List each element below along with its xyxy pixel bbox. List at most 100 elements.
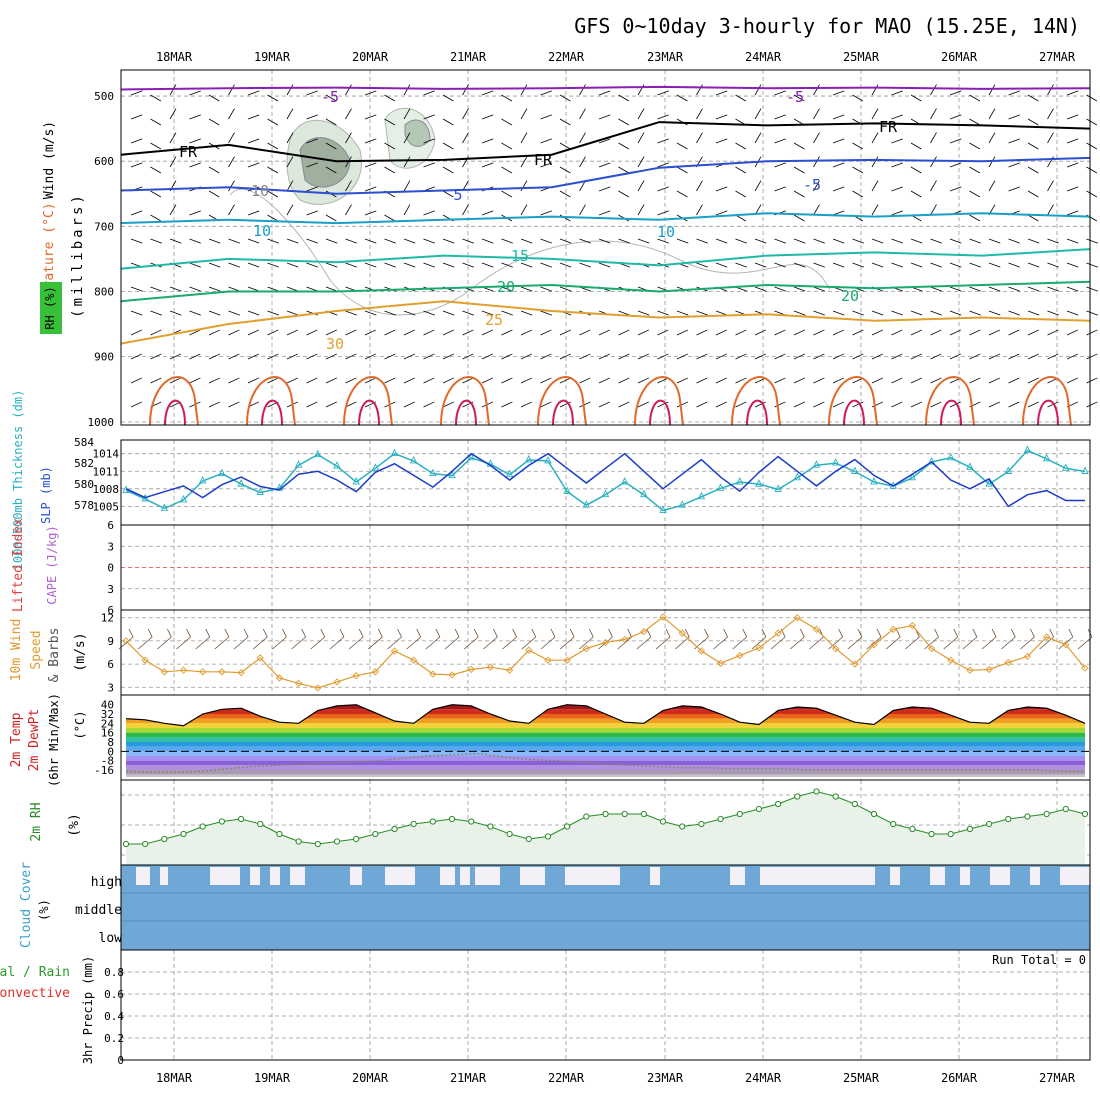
rh-marker: [180, 830, 187, 838]
wind-speed-marker: [889, 625, 897, 633]
wind-barb: [910, 142, 922, 150]
wind-barb: [189, 329, 201, 336]
wind-barb: [189, 90, 201, 96]
rh-marker: [640, 810, 647, 818]
wind-barb: [696, 108, 703, 120]
wind-barb: [520, 310, 533, 316]
wind-barb: [272, 636, 287, 650]
wind-barb: [150, 118, 162, 126]
wind-barb: [793, 329, 806, 336]
wind-barb: [521, 636, 537, 650]
wind-barb: [618, 118, 630, 126]
wind-barb: [949, 329, 962, 336]
wind-barb: [684, 628, 690, 638]
pressure-tick: 500: [94, 90, 114, 103]
wind-barb: [969, 142, 981, 150]
wind-speed-marker: [237, 668, 245, 677]
wind-barb: [462, 262, 474, 268]
wind-barb: [442, 142, 454, 150]
wind-barb: [657, 138, 669, 144]
precip-axis-label: 3hr Precip (mm): [81, 956, 95, 1064]
wind-barb: [189, 262, 201, 268]
wind-barb: [949, 162, 962, 168]
temp-contour-surface: [440, 376, 490, 426]
wind-barb: [696, 204, 703, 216]
wind-barb: [228, 84, 235, 96]
rh-marker: [717, 815, 724, 823]
thickness-marker: [812, 460, 821, 468]
wind-barb: [969, 353, 981, 360]
cloud-gap: [475, 867, 500, 885]
wind-barb: [463, 636, 479, 650]
wind-barb: [832, 90, 845, 96]
cloud-gap: [136, 867, 150, 885]
temp2m-axis-label: 2m Temp: [9, 712, 24, 767]
wind-barb: [949, 138, 962, 144]
wind-speed-marker: [179, 666, 188, 674]
wind-barb: [891, 329, 903, 336]
wind-speed-marker: [582, 644, 590, 653]
rh-marker: [142, 840, 149, 848]
wind-barb: [969, 190, 981, 198]
wind-speed-marker: [160, 668, 168, 676]
wind-speed-marker: [908, 621, 917, 630]
cloud-gap: [520, 867, 545, 885]
wind-barb: [871, 262, 884, 268]
wind-barb: [384, 214, 396, 222]
wind-barb: [832, 353, 845, 360]
wind-barb: [934, 628, 939, 638]
temp-band: [126, 714, 1085, 719]
wind-barb: [150, 353, 162, 360]
rh-area: [404, 119, 431, 147]
wind-barb: [442, 329, 455, 336]
wind-barb: [1008, 329, 1020, 336]
wind-barb: [1086, 94, 1098, 102]
wind-speed-marker: [640, 627, 648, 636]
rh-marker: [353, 835, 360, 843]
wind-barb: [598, 186, 611, 192]
thickness-marker: [851, 466, 859, 474]
rh-marker: [1062, 805, 1069, 813]
wind-barb: [169, 132, 177, 144]
temp-band: [126, 742, 1085, 747]
wind-barb: [325, 238, 338, 244]
wind-barb: [384, 238, 396, 244]
wind-barb: [435, 628, 441, 638]
cloud-low-label: low: [99, 931, 123, 946]
contour-label: 15: [511, 247, 529, 265]
wind-barb: [1066, 286, 1079, 292]
wind-speed-marker: [505, 666, 514, 674]
date-label-top: 19MAR: [254, 50, 291, 64]
wind-barb: [540, 162, 552, 168]
wind-barb: [618, 353, 630, 360]
thickness-marker: [601, 489, 610, 498]
thickness-marker: [659, 505, 667, 513]
wind-speed-marker: [390, 647, 399, 655]
wind-barb: [713, 636, 728, 650]
wind-barb: [130, 210, 143, 216]
wind-barb: [657, 377, 669, 384]
wind-barb: [403, 353, 416, 360]
wind-barb: [1008, 353, 1020, 360]
wind-barb: [1066, 310, 1079, 316]
wind-barb: [306, 286, 318, 292]
wind-barb: [130, 353, 143, 360]
wind-barb: [618, 238, 630, 244]
wind-barb: [774, 114, 786, 120]
wind-barb: [637, 180, 645, 192]
thickness-marker: [793, 472, 802, 481]
wind-barb: [969, 286, 981, 292]
wind-barb: [579, 353, 591, 360]
barbs-axis-label: & Barbs: [47, 628, 62, 683]
wind-barb: [1086, 190, 1098, 198]
wind-barb: [423, 353, 435, 360]
wind-barb: [871, 156, 879, 168]
wind-barb: [150, 142, 162, 150]
wind-barb: [988, 286, 1001, 292]
wind-barb: [501, 401, 513, 408]
temp-band: [126, 756, 1085, 761]
wind-barb: [910, 262, 923, 268]
temp-contour-surface: [828, 376, 878, 426]
wind-barb: [857, 628, 863, 638]
wind-barb: [301, 628, 306, 638]
